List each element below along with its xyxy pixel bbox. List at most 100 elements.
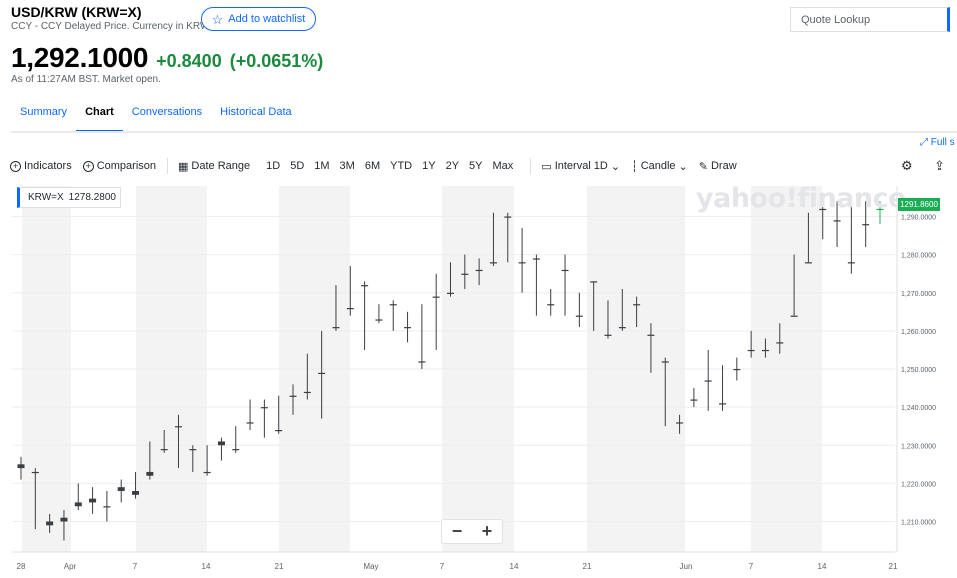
tab-chart[interactable]: Chart — [76, 100, 123, 132]
chart-legend: KRW=X 1278.2800 — [17, 187, 121, 208]
range-5d[interactable]: 5D — [290, 160, 305, 172]
range-3m[interactable]: 3M — [339, 160, 355, 172]
chart-watermark: yahoo!finance — [696, 183, 906, 214]
range-5y[interactable]: 5Y — [469, 160, 483, 172]
zoom-controls: − + — [441, 519, 503, 544]
candle — [432, 273, 440, 350]
price-change-percent: (+0.0651%) — [229, 51, 324, 71]
candle — [790, 254, 798, 317]
candle — [361, 281, 369, 350]
zoom-out-button[interactable]: − — [451, 521, 463, 541]
candle — [404, 311, 412, 343]
candle — [719, 365, 727, 411]
candle — [747, 330, 755, 358]
candle — [604, 300, 612, 339]
candle — [489, 212, 497, 267]
candle — [160, 430, 168, 453]
x-tick-label: 14 — [510, 562, 519, 571]
y-tick-label: 1,250.0000 — [901, 367, 936, 374]
chevron-down-icon: ⌄ — [610, 160, 621, 173]
toolbar-divider — [530, 158, 532, 174]
indicators-button[interactable]: + Indicators — [10, 160, 72, 172]
draw-button[interactable]: ✎ Draw — [699, 160, 737, 173]
expand-icon: ⤢ — [920, 137, 928, 148]
chart-toolbar: + Indicators + Comparison ▦ Date Range 1… — [10, 157, 748, 175]
quote-lookup-placeholder: Quote Lookup — [801, 13, 871, 26]
candle — [561, 254, 569, 316]
tab-summary[interactable]: Summary — [20, 106, 68, 118]
chevron-down-icon: ⌄ — [678, 160, 688, 173]
candle — [275, 395, 283, 434]
interval-value: 1D — [593, 160, 608, 172]
x-tick-label: 7 — [133, 562, 138, 571]
candle — [590, 281, 598, 331]
y-tick-label: 1,230.0000 — [901, 443, 936, 450]
draw-label: Draw — [710, 160, 737, 172]
candle — [189, 445, 197, 472]
add-to-watchlist-button[interactable]: ☆ Add to watchlist — [201, 7, 316, 31]
legend-value: 1278.2800 — [68, 192, 116, 203]
candle-button[interactable]: ┆ Candle ⌄ — [631, 160, 688, 173]
comparison-label: Comparison — [96, 160, 157, 172]
candle — [117, 479, 125, 503]
candle — [31, 468, 39, 530]
range-1d[interactable]: 1D — [266, 160, 281, 172]
candle — [217, 437, 225, 461]
candle — [232, 426, 240, 453]
candle — [704, 349, 712, 411]
candle-label: Candle — [640, 160, 676, 172]
fullscreen-label: Full s — [930, 137, 955, 148]
candle — [17, 456, 25, 480]
candle — [518, 227, 526, 293]
candle — [862, 201, 870, 247]
candle — [618, 288, 626, 331]
candle — [174, 414, 182, 469]
y-tick-label: 1,260.0000 — [901, 329, 936, 336]
zoom-in-button[interactable]: + — [481, 521, 493, 541]
watchlist-label: Add to watchlist — [228, 13, 306, 25]
x-tick-label: 28 — [17, 562, 26, 571]
share-icon[interactable]: ⇪ — [934, 158, 945, 173]
quote-lookup-input[interactable]: Quote Lookup — [790, 7, 950, 32]
range-1m[interactable]: 1M — [314, 160, 330, 172]
range-2y[interactable]: 2Y — [445, 160, 460, 172]
candle — [389, 300, 397, 331]
x-tick-label: 21 — [583, 562, 592, 571]
as-of-text: As of 11:27AM BST. Market open. — [11, 74, 161, 85]
y-tick-label: 1,240.0000 — [901, 405, 936, 412]
candle — [260, 399, 268, 438]
range-1y[interactable]: 1Y — [422, 160, 436, 172]
candle — [203, 445, 211, 476]
candle — [447, 262, 454, 297]
range-6m[interactable]: 6M — [364, 160, 381, 172]
range-ytd[interactable]: YTD — [390, 160, 413, 172]
candle — [46, 513, 54, 533]
candle — [575, 292, 583, 328]
candle — [676, 414, 684, 434]
candle — [776, 323, 784, 354]
fullscreen-button[interactable]: ⤢ Full s — [920, 137, 955, 148]
x-tick-label: 21 — [275, 562, 284, 571]
candle — [289, 384, 297, 415]
tab-historical-data[interactable]: Historical Data — [220, 106, 292, 118]
tab-conversations[interactable]: Conversations — [131, 106, 203, 118]
star-icon: ☆ — [211, 11, 224, 27]
gear-icon[interactable]: ⚙ — [901, 158, 913, 173]
interval-button[interactable]: ▭ Interval 1D ⌄ — [541, 160, 620, 173]
range-max[interactable]: Max — [492, 160, 514, 172]
candle — [89, 487, 97, 514]
candle — [504, 212, 512, 263]
candle — [332, 285, 340, 331]
candle — [547, 288, 555, 316]
x-tick-label: Apr — [64, 562, 77, 571]
comparison-button[interactable]: + Comparison — [82, 160, 157, 172]
date-range-button[interactable]: ▦ Date Range — [178, 160, 250, 173]
price-chart[interactable]: 1,210.0000 1,220.0000 1,230.0000 1,240.0000… — [0, 180, 957, 578]
x-tick-label: 7 — [749, 562, 754, 571]
candle — [633, 296, 641, 328]
candle — [60, 510, 68, 541]
candle — [761, 338, 769, 358]
candle — [375, 304, 383, 324]
quote-tabs: Summary Chart Conversations Historical D… — [11, 100, 301, 132]
x-tick-label: 7 — [440, 562, 445, 571]
